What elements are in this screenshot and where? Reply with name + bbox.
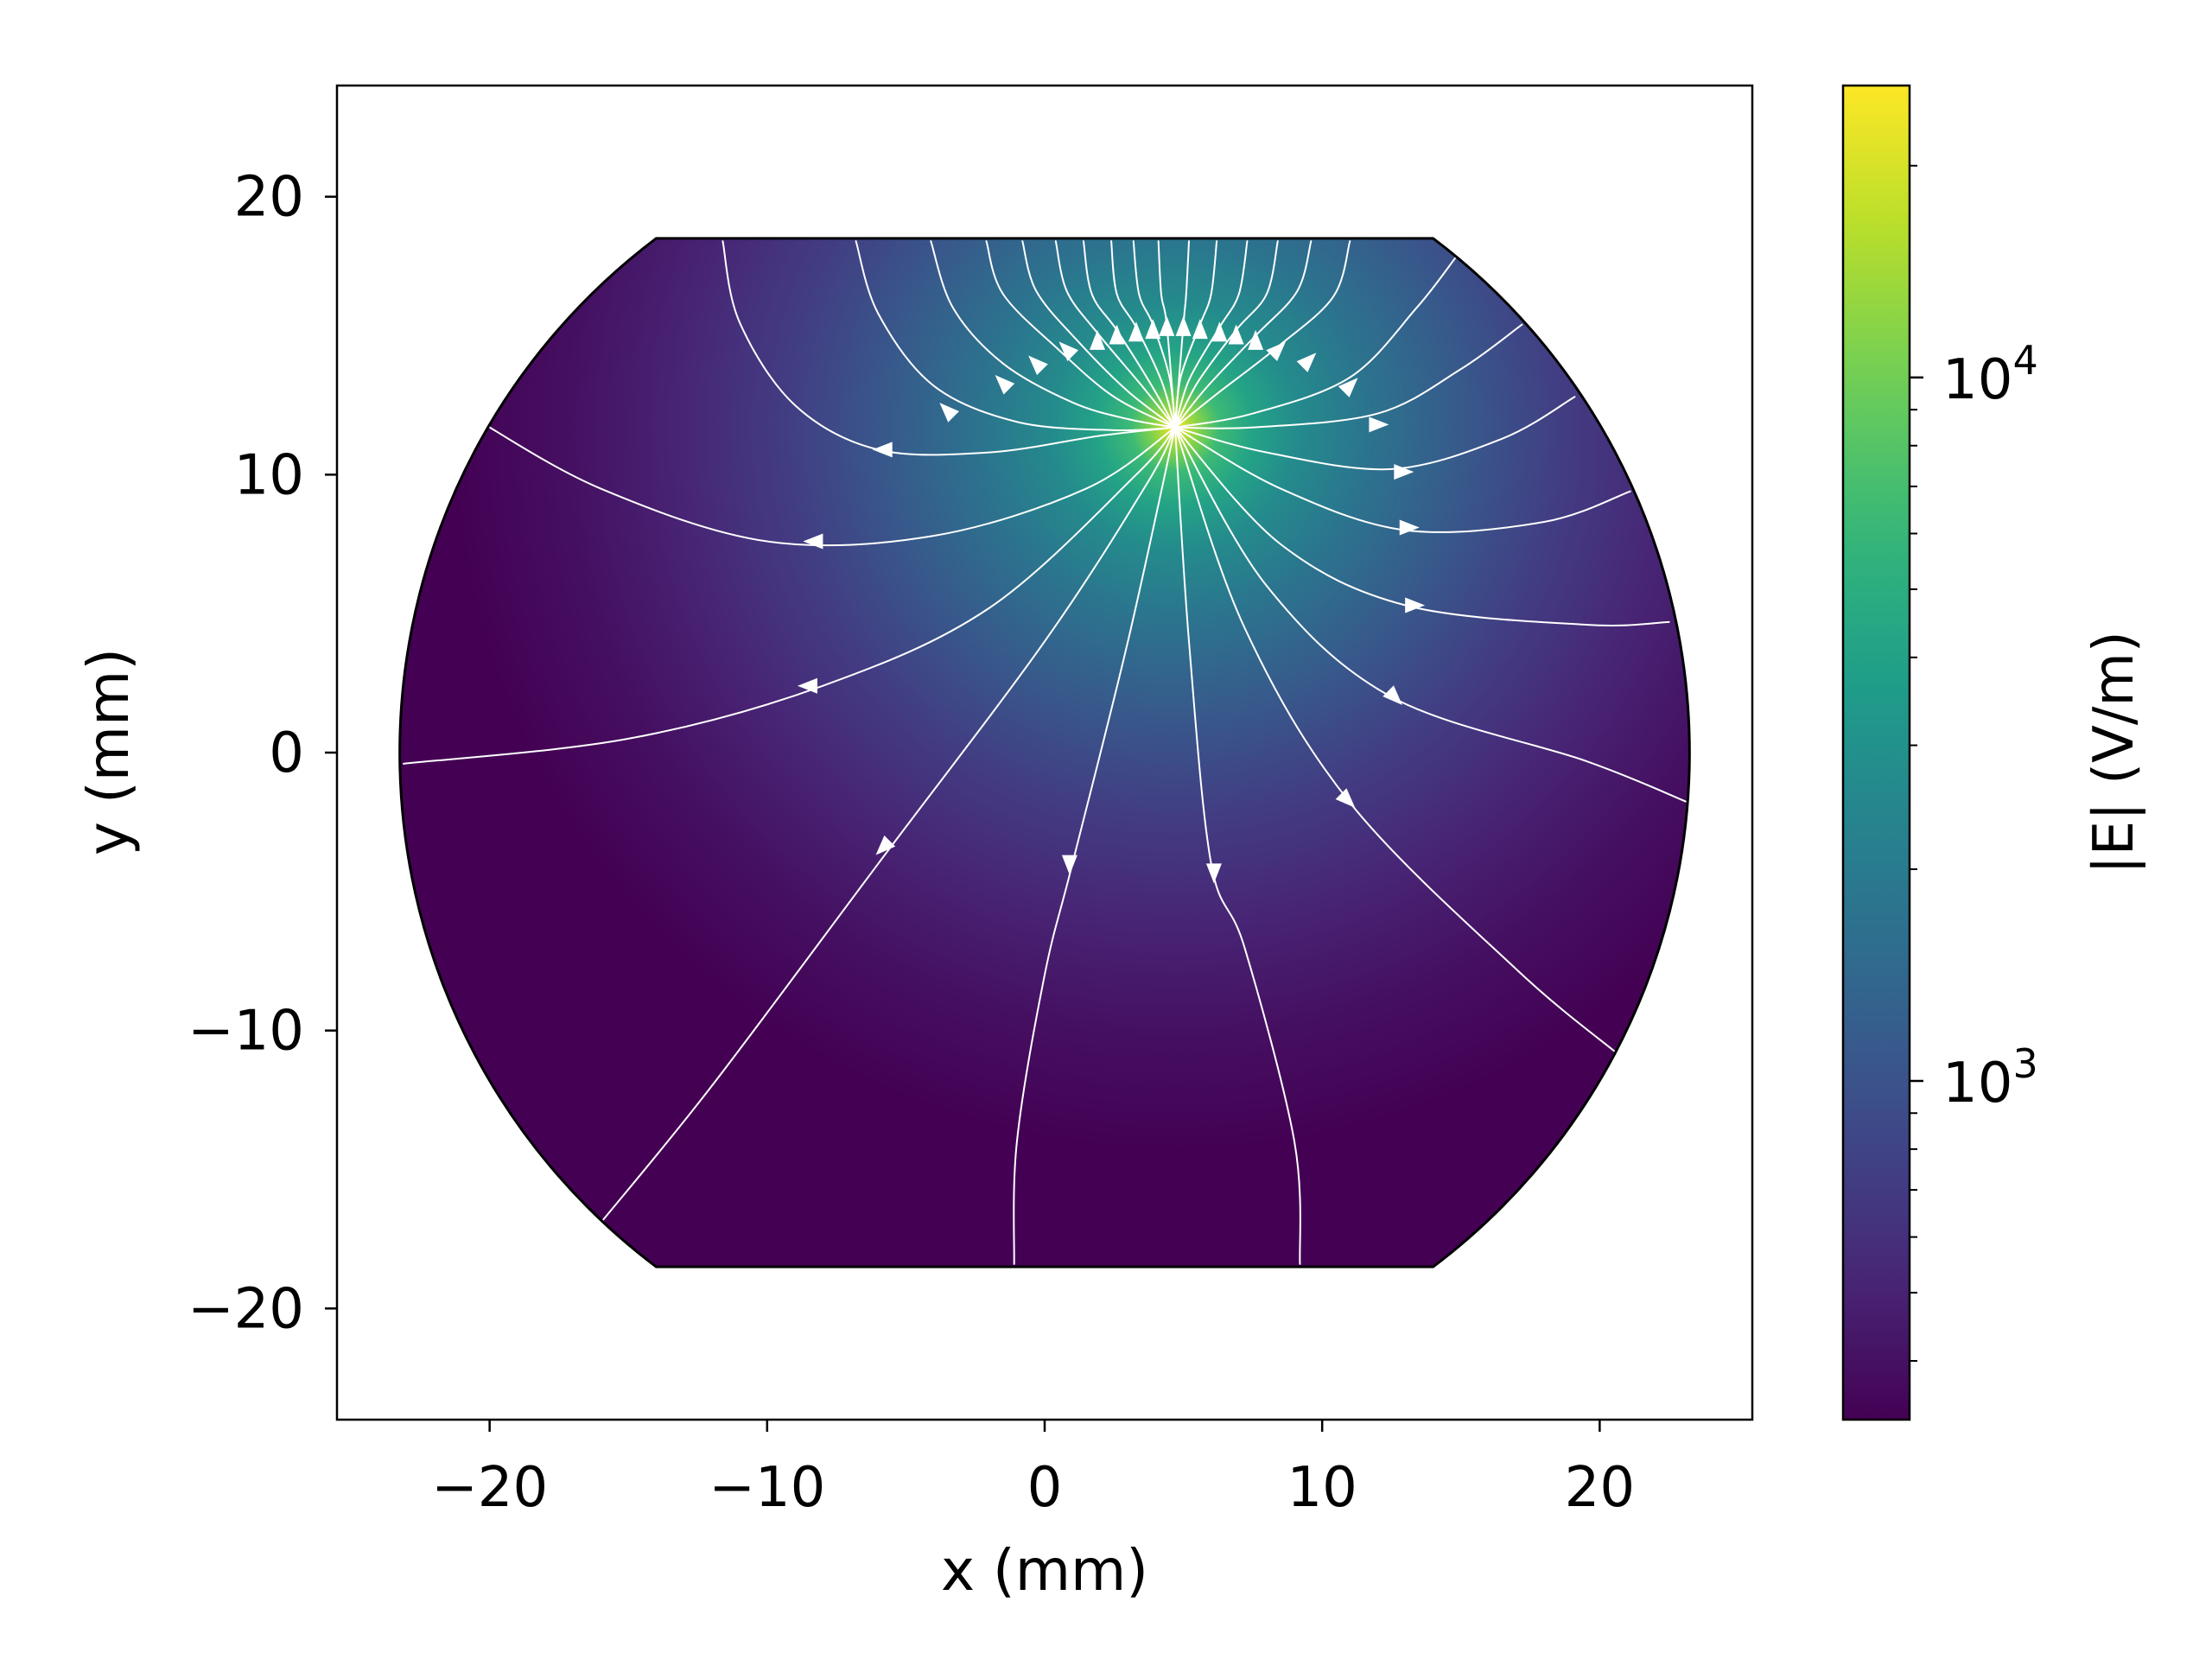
streamline-arrow	[1192, 319, 1208, 340]
colorbar-tick-label: 104	[1942, 337, 2038, 412]
streamline	[602, 426, 1176, 1221]
y-tick-label: −20	[188, 1277, 304, 1341]
streamline-arrow	[1061, 855, 1077, 875]
field-magnitude-map	[399, 238, 1690, 1268]
streamline-arrows	[798, 315, 1426, 884]
streamline	[474, 418, 1176, 547]
streamline-arrow	[1296, 353, 1317, 372]
colorbar-ticks: 103 104	[1910, 164, 2038, 1362]
x-tick-label: 0	[1027, 1456, 1063, 1520]
streamline-arrow	[1159, 315, 1175, 336]
streamline-arrow	[1335, 788, 1356, 808]
streamline-arrow	[1405, 597, 1426, 613]
colorbar-frame	[1841, 84, 1911, 1421]
streamline-arrow	[1128, 321, 1144, 342]
streamline-arrow	[1028, 355, 1048, 376]
streamline-arrow	[939, 403, 960, 423]
streamline-arrow	[803, 533, 823, 550]
streamline	[930, 240, 1176, 429]
streamline-arrow	[1211, 321, 1228, 342]
colorbar: 103 104 |E| (V/m)	[1841, 84, 2146, 1421]
x-tick-label: −20	[431, 1456, 548, 1520]
streamline	[1157, 240, 1176, 429]
y-axis-label: y (mm)	[75, 648, 142, 855]
streamline	[403, 426, 1176, 765]
x-tick-label: 10	[1287, 1456, 1357, 1520]
streamline	[1173, 396, 1576, 471]
streamline	[1021, 240, 1176, 429]
colorbar-gradient	[1843, 86, 1910, 1420]
colorbar-tick-label: 103	[1942, 1040, 2038, 1116]
y-tick-label: 0	[269, 721, 304, 785]
domain-boundary	[398, 237, 1691, 1268]
y-tick-label: 10	[234, 443, 304, 507]
streamline-arrow	[798, 677, 817, 694]
streamline-arrow	[1228, 324, 1244, 345]
streamline	[1173, 426, 1301, 1265]
plot-area: −20 −10 0 10 20 −20 −10 0 10 20	[188, 84, 1754, 1520]
streamline	[855, 240, 1176, 432]
y-tick-label: −10	[188, 1000, 304, 1064]
streamline-arrow	[1369, 416, 1389, 433]
streamline	[1173, 257, 1457, 429]
streamline-arrow	[1399, 519, 1420, 536]
streamline-arrow	[1382, 685, 1402, 705]
streamline	[1173, 323, 1523, 429]
streamline-arrow	[1145, 319, 1161, 340]
streamline-arrow	[1175, 315, 1192, 336]
y-tick-label: 20	[234, 166, 304, 230]
x-tick-label: 20	[1565, 1456, 1635, 1520]
streamline-arrow	[995, 374, 1015, 395]
y-axis-ticks: −20 −10 0 10 20	[188, 166, 337, 1341]
colorbar-label: |E| (V/m)	[2082, 631, 2146, 874]
streamline-arrow	[1058, 341, 1079, 362]
streamline-arrow	[1205, 863, 1222, 884]
streamline-arrow	[872, 442, 893, 458]
streamline-arrow	[1394, 464, 1414, 480]
streamline-arrow	[1109, 324, 1125, 345]
streamline	[985, 240, 1176, 429]
streamline-arrow	[875, 835, 896, 855]
x-axis-label: x (mm)	[941, 1537, 1148, 1604]
streamline	[1013, 426, 1176, 1265]
streamline-arrow	[1338, 378, 1358, 397]
streamline-arrow	[1266, 341, 1286, 362]
streamline-arrow	[1090, 329, 1106, 350]
x-axis-ticks: −20 −10 0 10 20	[431, 1420, 1635, 1520]
streamline-arrow	[1248, 329, 1264, 350]
x-tick-label: −10	[709, 1456, 825, 1520]
